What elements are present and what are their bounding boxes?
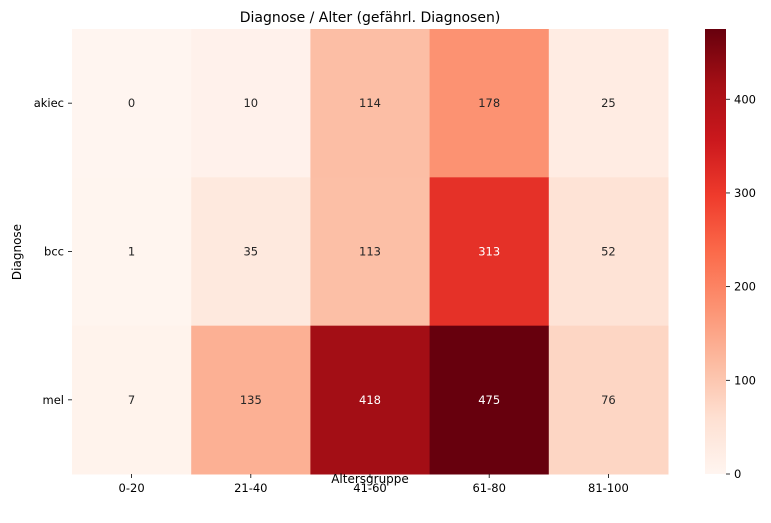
cell-labels: 0 10 114 178 251 35 113 313 527 135 418 475 76 <box>128 96 616 407</box>
cell-value-label: 0 <box>128 96 135 110</box>
heatmap-cell <box>548 325 669 475</box>
heatmap-cell <box>429 325 550 475</box>
heatmap-cell <box>429 177 550 327</box>
cell-value-label: 178 <box>478 96 500 110</box>
heatmap-cell <box>548 29 669 178</box>
cell-value-label: 1 <box>128 245 135 259</box>
x-tick-label: 81-100 <box>588 481 629 495</box>
x-axis-label: Altersgruppe <box>331 472 409 486</box>
x-tick-label: 61-80 <box>472 481 505 495</box>
cell-value-label: 475 <box>478 393 500 407</box>
heatmap-cell <box>72 177 192 327</box>
heatmap-cell <box>548 177 669 327</box>
y-tick-label: mel <box>43 393 64 407</box>
colorbar-tick-label: 300 <box>734 186 756 200</box>
heatmap-cell <box>429 29 550 178</box>
cell-value-label: 76 <box>601 393 616 407</box>
y-axis-label: Diagnose <box>10 224 24 280</box>
heatmap-cells <box>72 29 669 475</box>
cell-value-label: 7 <box>128 393 135 407</box>
chart-title: Diagnose / Alter (gefährl. Diagnosen) <box>240 10 501 26</box>
cell-value-label: 25 <box>601 96 616 110</box>
cell-value-label: 313 <box>478 245 500 259</box>
colorbar-tick-label: 400 <box>734 92 756 106</box>
cell-value-label: 10 <box>243 96 258 110</box>
cell-value-label: 35 <box>243 245 258 259</box>
colorbar-tick-label: 100 <box>734 373 756 387</box>
heatmap-cell <box>310 29 431 178</box>
cell-value-label: 135 <box>240 393 262 407</box>
heatmap-cell <box>191 177 311 327</box>
heatmap-cell <box>72 325 192 475</box>
colorbar-tick-label: 200 <box>734 280 756 294</box>
y-tick-label: akiec <box>34 96 64 110</box>
colorbar <box>705 29 726 474</box>
y-axis: akiec bcc mel <box>34 96 72 407</box>
cell-value-label: 114 <box>359 96 381 110</box>
colorbar-tick-label: 0 <box>734 467 741 481</box>
y-tick-label: bcc <box>44 245 64 259</box>
cell-value-label: 418 <box>359 393 381 407</box>
colorbar-axis: 0 100 200 300 400 <box>726 92 756 481</box>
x-tick-label: 0-20 <box>119 481 145 495</box>
x-tick-label: 21-40 <box>234 481 267 495</box>
heatmap-cell <box>191 325 311 475</box>
x-axis: 0-20 21-40 41-60 61-80 81-100 <box>119 474 629 495</box>
cell-value-label: 113 <box>359 245 381 259</box>
heatmap-cell <box>191 29 311 178</box>
x-tick-label: 41-60 <box>353 481 386 495</box>
heatmap-cell <box>310 325 431 475</box>
heatmap-cell <box>72 29 192 178</box>
heatmap-cell <box>310 177 431 327</box>
cell-value-label: 52 <box>601 245 616 259</box>
